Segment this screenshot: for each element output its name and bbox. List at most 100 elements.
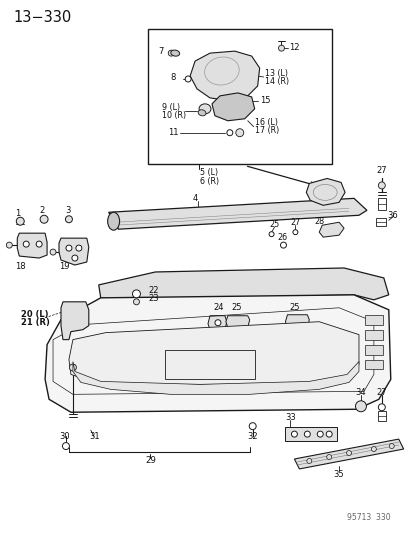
Text: 31: 31 [88, 432, 99, 441]
Circle shape [355, 401, 366, 411]
Polygon shape [294, 439, 403, 469]
Circle shape [214, 320, 221, 326]
Text: 20 (L): 20 (L) [21, 310, 49, 319]
Text: 11: 11 [168, 128, 178, 137]
Text: 13−330: 13−330 [13, 10, 71, 25]
Text: 8: 8 [171, 74, 176, 83]
Circle shape [65, 216, 72, 223]
Text: 3: 3 [65, 206, 70, 215]
Text: 36: 36 [387, 211, 398, 220]
Polygon shape [318, 222, 343, 237]
Text: 12: 12 [289, 43, 299, 52]
Circle shape [291, 431, 297, 437]
Text: 13 (L): 13 (L) [264, 69, 287, 77]
Circle shape [16, 217, 24, 225]
Text: 4: 4 [192, 194, 198, 203]
Text: 15: 15 [259, 96, 270, 106]
Circle shape [235, 129, 243, 136]
Text: 16 (L): 16 (L) [254, 118, 277, 127]
Text: 14 (R): 14 (R) [264, 77, 288, 86]
Circle shape [185, 76, 191, 82]
Text: 34: 34 [354, 388, 365, 397]
Circle shape [325, 431, 331, 437]
Bar [364, 330, 382, 340]
Text: 21 (R): 21 (R) [21, 318, 50, 327]
Text: 30: 30 [59, 432, 69, 441]
Text: 95713  330: 95713 330 [346, 513, 390, 522]
Polygon shape [73, 361, 358, 394]
Text: 25: 25 [231, 303, 242, 312]
Circle shape [280, 242, 286, 248]
Bar [377, 411, 385, 421]
Text: 23: 23 [148, 294, 159, 303]
Circle shape [306, 458, 311, 464]
Circle shape [316, 431, 323, 437]
Ellipse shape [199, 104, 211, 114]
Circle shape [377, 404, 385, 411]
Circle shape [50, 249, 56, 255]
Circle shape [168, 50, 174, 56]
Polygon shape [190, 51, 259, 101]
Text: 9 (L): 9 (L) [162, 103, 180, 112]
Circle shape [40, 215, 48, 223]
Circle shape [36, 241, 42, 247]
Text: 2: 2 [39, 206, 44, 215]
Circle shape [249, 423, 256, 430]
Text: 24: 24 [212, 303, 223, 312]
Text: 18: 18 [15, 262, 26, 271]
Bar [165, 350, 254, 379]
Circle shape [133, 299, 139, 305]
Text: 26: 26 [277, 232, 287, 241]
Polygon shape [17, 233, 47, 258]
Text: 22: 22 [148, 286, 159, 295]
Bar [364, 315, 382, 325]
Text: 32: 32 [247, 432, 258, 441]
Polygon shape [45, 295, 390, 412]
Ellipse shape [198, 110, 205, 116]
Circle shape [6, 242, 12, 248]
Ellipse shape [107, 212, 119, 230]
Text: 19: 19 [59, 262, 69, 271]
Bar [364, 345, 382, 354]
Text: 5 (L): 5 (L) [199, 168, 218, 177]
Circle shape [72, 309, 78, 315]
Circle shape [132, 290, 140, 298]
Text: 25: 25 [269, 220, 279, 229]
Circle shape [377, 182, 385, 189]
Text: 17 (R): 17 (R) [254, 126, 278, 135]
Circle shape [370, 447, 375, 451]
Text: 27: 27 [376, 388, 387, 397]
Bar [377, 198, 385, 211]
Bar [375, 218, 385, 226]
Bar [138, 305, 158, 315]
Circle shape [72, 322, 78, 329]
Text: 29: 29 [145, 456, 155, 465]
Circle shape [62, 442, 69, 449]
Polygon shape [285, 315, 309, 330]
Text: 33: 33 [285, 413, 296, 422]
Text: 27: 27 [376, 166, 387, 175]
Circle shape [66, 245, 72, 251]
Polygon shape [306, 179, 344, 205]
Circle shape [388, 443, 393, 449]
Polygon shape [69, 322, 358, 384]
Text: 27: 27 [290, 218, 300, 227]
Text: 7: 7 [158, 46, 163, 55]
Text: 28: 28 [313, 217, 324, 226]
Circle shape [76, 245, 82, 251]
Circle shape [72, 255, 78, 261]
Polygon shape [207, 316, 226, 330]
Circle shape [69, 364, 76, 371]
Circle shape [226, 130, 232, 136]
Circle shape [346, 450, 351, 456]
Text: 35: 35 [333, 471, 344, 479]
Circle shape [304, 431, 310, 437]
Circle shape [278, 45, 284, 51]
Circle shape [326, 455, 331, 459]
Polygon shape [108, 198, 366, 229]
Bar [364, 360, 382, 369]
Polygon shape [61, 302, 88, 340]
Text: 25: 25 [289, 303, 299, 312]
Polygon shape [98, 268, 388, 300]
Ellipse shape [171, 50, 179, 56]
